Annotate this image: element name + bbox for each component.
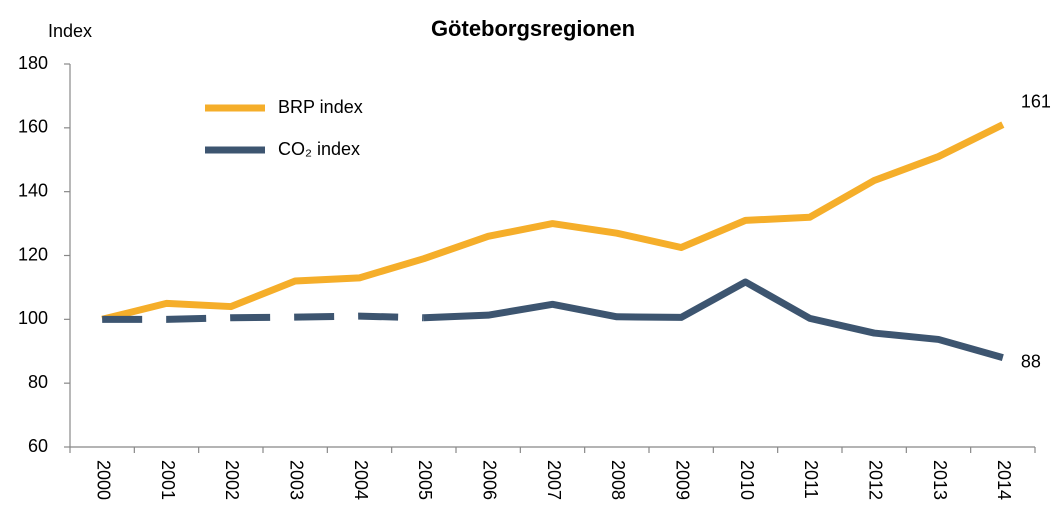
y-tick-label: 160 bbox=[18, 117, 48, 137]
y-axis-label: Index bbox=[48, 21, 92, 41]
x-tick-label: 2011 bbox=[801, 460, 821, 499]
x-tick-label: 2000 bbox=[93, 460, 113, 500]
x-tick-label: 2007 bbox=[544, 460, 564, 500]
x-tick-label: 2005 bbox=[415, 460, 435, 500]
line-series bbox=[423, 278, 1004, 362]
y-tick-label: 100 bbox=[18, 308, 48, 328]
legend-label: BRP index bbox=[278, 97, 363, 117]
x-tick-label: 2014 bbox=[994, 460, 1014, 500]
data-label: 161 bbox=[1021, 91, 1051, 111]
x-tick-label: 2003 bbox=[286, 460, 306, 500]
y-tick-label: 120 bbox=[18, 244, 48, 264]
x-tick-label: 2013 bbox=[930, 460, 950, 500]
x-tick-label: 2002 bbox=[222, 460, 242, 500]
chart-title: Göteborgsregionen bbox=[431, 16, 635, 41]
x-tick-label: 2001 bbox=[158, 460, 178, 500]
line-series bbox=[102, 312, 424, 323]
y-tick-label: 180 bbox=[18, 53, 48, 73]
x-tick-label: 2006 bbox=[479, 460, 499, 500]
line-series bbox=[101, 121, 1005, 323]
x-tick-label: 2010 bbox=[737, 460, 757, 500]
x-tick-label: 2009 bbox=[672, 460, 692, 500]
y-tick-label: 60 bbox=[28, 436, 48, 456]
y-tick-label: 80 bbox=[28, 372, 48, 392]
x-tick-label: 2012 bbox=[865, 460, 885, 500]
x-tick-label: 2004 bbox=[351, 460, 371, 500]
legend-label: CO₂ index bbox=[278, 139, 360, 159]
data-label: 88 bbox=[1021, 351, 1041, 371]
y-tick-label: 140 bbox=[18, 180, 48, 200]
x-tick-label: 2008 bbox=[608, 460, 628, 500]
